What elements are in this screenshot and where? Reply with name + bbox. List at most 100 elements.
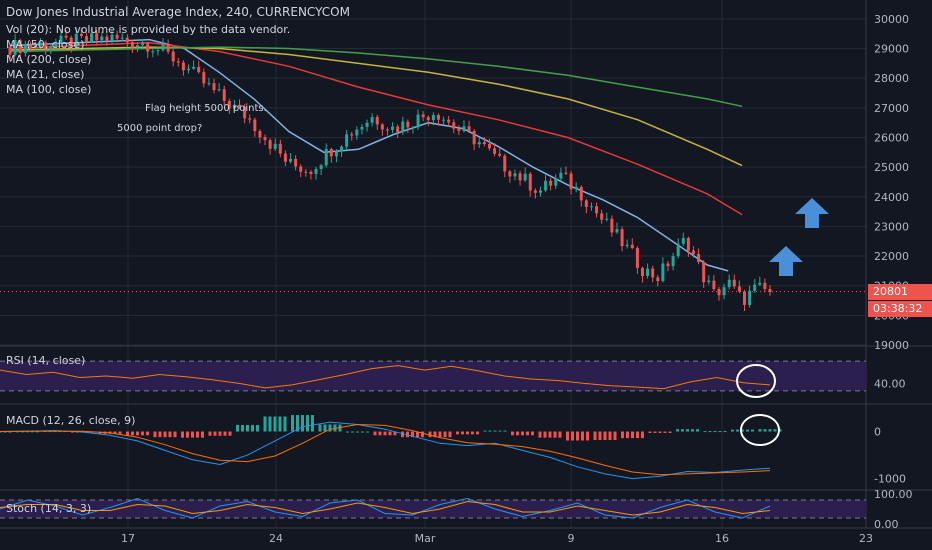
candle-body [181,62,185,71]
macd-histogram-bar [246,424,249,432]
macd-histogram-bar [416,431,419,438]
price-tick-25000: 25000 [874,161,909,174]
candle-body [232,104,236,109]
macd-histogram-bar [543,431,547,438]
candle-body [691,250,695,254]
candles [8,27,772,312]
macd-tick: -1000 [874,473,906,486]
macd-histogram-bar [641,431,644,439]
candle-body [54,42,58,47]
ma-label-200[interactable]: MA (200, close) [6,53,92,66]
macd-pane-label[interactable]: MACD (12, 26, close, 9) [6,414,136,427]
macd-histogram-bar [668,431,672,433]
macd-histogram-bar [383,431,387,436]
macd-histogram-bar [663,431,667,433]
candle-body [722,287,726,296]
macd-histogram-bar [8,431,12,433]
macd-histogram-bar [351,431,354,433]
indicator-lines [0,365,782,519]
macd-histogram-bar [263,416,267,432]
candle-body [365,122,369,127]
ma-label-50[interactable]: MA (50, close) [6,38,85,51]
candle-body [176,61,180,63]
candle-body [222,89,226,101]
macd-histogram-bar [746,429,749,432]
candle-body [442,119,446,121]
candle-body [375,116,379,125]
time-tick-4: 16 [715,532,729,545]
macd-histogram-bar [168,431,172,438]
annotation-flag-height[interactable]: Flag height 5000 points. [145,103,267,114]
macd-histogram-bar [401,431,404,438]
price-tick-29000: 29000 [874,43,909,56]
candle-body [595,206,599,214]
candle-body [263,137,267,141]
price-tick-22000: 22000 [874,250,909,263]
macd-histogram-bar [291,415,294,432]
candle-body [707,280,711,283]
candle-body [156,50,160,52]
macd-histogram-bar [406,431,409,438]
candle-body [554,178,558,186]
stoch-pane-label[interactable]: Stoch (14, 3, 3) [6,502,92,515]
ma-label-21[interactable]: MA (21, close) [6,68,85,81]
macd-histogram-bar [461,431,464,435]
candle-body [742,291,746,305]
macd-histogram-bar [421,431,424,438]
candle-body [64,35,68,38]
macd-histogram-bar [498,430,502,432]
candle-body [324,149,328,166]
candle-body [161,44,165,51]
candle-body [549,180,553,186]
candle-body [651,268,655,278]
candle-body [294,158,298,167]
macd-histogram-bar [741,429,744,432]
stoch-tick: 100.00 [874,488,913,501]
macd-histogram-bar [36,431,39,433]
macd-histogram-bar [448,431,452,438]
candle-body [697,253,701,263]
axes: 1900020000210002200023000240002500026000… [121,13,913,545]
candle-body [187,68,191,71]
macd-histogram-bar [228,431,232,436]
macd-histogram-bar [153,431,157,438]
chart-title: Dow Jones Industrial Average Index, 240,… [6,5,350,19]
candle-body [74,33,78,47]
macd-histogram-bar [311,415,314,432]
candle-body [49,46,53,50]
macd-histogram-bar [388,431,392,436]
macd-histogram-bar [131,431,134,436]
ma-label-100[interactable]: MA (100, close) [6,83,92,96]
candle-body [447,119,451,123]
price-tick-27000: 27000 [874,102,909,115]
candle-body [646,268,650,277]
macd-histogram-bar [361,431,364,433]
rsi-pane-label[interactable]: RSI (14, close) [6,354,86,367]
candle-body [732,279,736,287]
macd-histogram-bar [141,431,144,436]
candle-body [431,115,435,121]
macd-histogram-bar [186,431,189,438]
macd-histogram-bar [283,416,287,432]
macd-histogram-bar [778,429,782,432]
circle-highlight-rsi [736,364,776,398]
moving-averages [9,38,743,272]
candle-body [350,134,354,136]
macd-histogram-bar [471,431,474,435]
candle-body [656,277,660,282]
candle-body [411,127,415,129]
macd-histogram-bar [608,431,612,440]
candle-body [253,119,257,132]
annotation-drop-question[interactable]: 5000 point drop? [117,123,203,134]
macd-histogram-bar [218,431,222,436]
candle-body [69,37,73,47]
macd-histogram-bar [691,429,694,432]
macd-histogram-bar [456,431,459,435]
candle-body [278,143,282,154]
candle-body [748,290,752,305]
candle-body [385,129,389,131]
macd-histogram-bar [113,431,117,434]
macd-histogram-bar [466,431,469,435]
macd-histogram-bar [256,424,259,432]
